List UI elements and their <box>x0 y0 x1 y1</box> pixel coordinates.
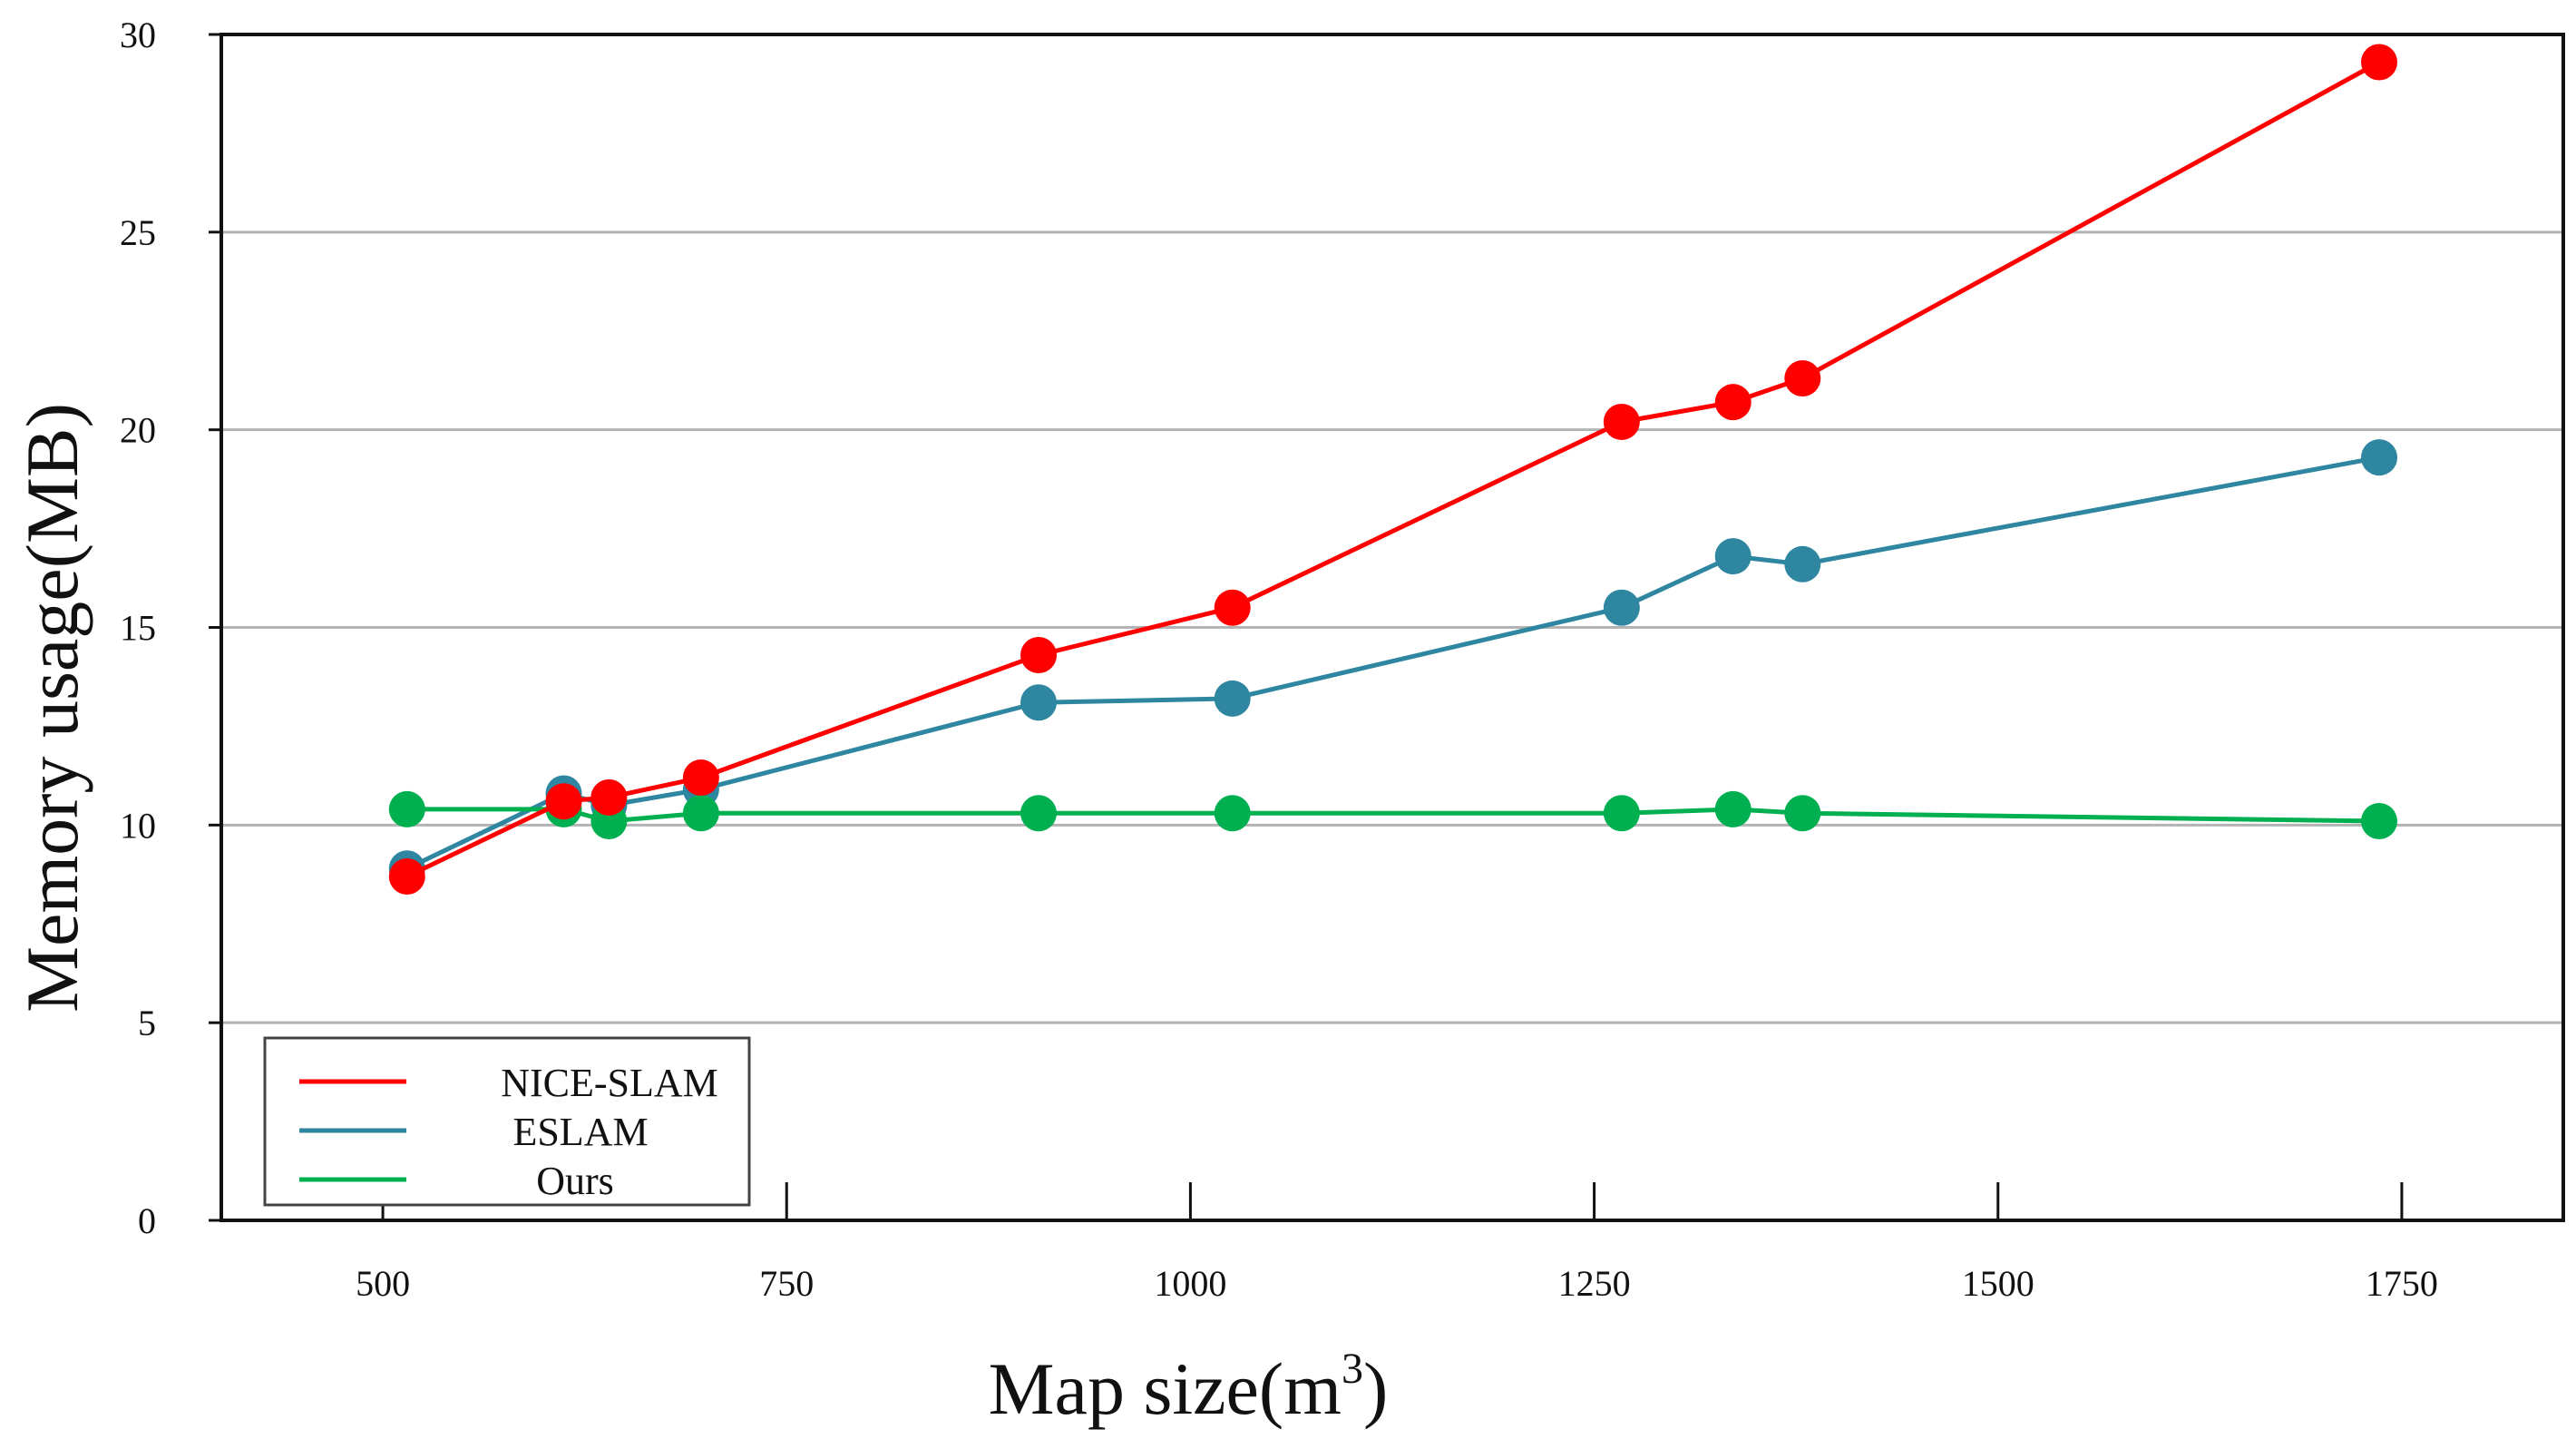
point-eslam-9 <box>2361 439 2398 476</box>
series-layer <box>388 44 2398 895</box>
y-tick-label-5: 5 <box>138 1003 156 1043</box>
x-axis-label-main: Map size(m <box>989 1347 1342 1430</box>
point-nice-slam-2 <box>590 778 628 816</box>
x-tick-label-1000: 1000 <box>1154 1263 1226 1304</box>
grid-lines <box>221 230 2563 1024</box>
point-ours-3 <box>682 795 719 832</box>
point-nice-slam-7 <box>1714 384 1751 421</box>
point-eslam-6 <box>1603 589 1640 626</box>
y-tick-label-30: 30 <box>120 15 156 55</box>
series-line-nice-slam <box>405 60 2381 879</box>
point-eslam-4 <box>1020 684 1058 721</box>
x-axis-label-superscript: 3 <box>1342 1345 1363 1393</box>
point-eslam-7 <box>1714 538 1751 575</box>
y-tick-label-25: 25 <box>120 212 156 253</box>
series-line-ours <box>406 807 2380 824</box>
point-ours-7 <box>1714 790 1751 827</box>
point-ours-8 <box>1784 795 1821 832</box>
point-eslam-5 <box>1214 680 1251 717</box>
point-nice-slam-1 <box>545 783 582 820</box>
x-tick-label-1250: 1250 <box>1558 1263 1631 1304</box>
y-axis-ticks: 0 5 10 15 20 25 30 <box>120 15 221 1241</box>
x-tick-label-1500: 1500 <box>1962 1263 2034 1304</box>
x-tick-label-500: 500 <box>356 1263 410 1304</box>
point-nice-slam-6 <box>1603 403 1640 440</box>
legend: NICE-SLAM ESLAM Ours <box>263 1036 751 1207</box>
point-nice-slam-4 <box>1020 636 1058 673</box>
legend-label-ours: Ours <box>536 1159 614 1203</box>
point-nice-slam-5 <box>1214 589 1251 626</box>
series-nice-slam <box>388 44 2398 895</box>
x-tick-label-750: 750 <box>759 1263 814 1304</box>
y-tick-label-20: 20 <box>120 410 156 451</box>
point-eslam-8 <box>1784 545 1821 583</box>
y-tick-label-10: 10 <box>120 805 156 846</box>
y-axis-label: Memory usage(MB) <box>11 403 93 1013</box>
point-ours-4 <box>1020 795 1058 832</box>
y-tick-label-15: 15 <box>120 608 156 649</box>
x-tick-label-1750: 1750 <box>2366 1263 2438 1304</box>
x-axis-label-suffix: ) <box>1363 1347 1388 1430</box>
x-axis-label: Map size(m3) <box>989 1345 1389 1430</box>
point-nice-slam-9 <box>2361 44 2398 81</box>
point-ours-5 <box>1214 795 1251 832</box>
point-ours-0 <box>388 790 425 827</box>
point-nice-slam-3 <box>682 759 719 797</box>
point-ours-6 <box>1603 795 1640 832</box>
point-ours-9 <box>2361 802 2398 839</box>
legend-label-nice-slam: NICE-SLAM <box>501 1061 718 1105</box>
y-tick-label-0: 0 <box>138 1200 156 1241</box>
point-nice-slam-8 <box>1784 360 1821 397</box>
legend-label-eslam: ESLAM <box>512 1110 648 1154</box>
legend-box <box>263 1036 751 1207</box>
point-nice-slam-0 <box>388 857 425 895</box>
